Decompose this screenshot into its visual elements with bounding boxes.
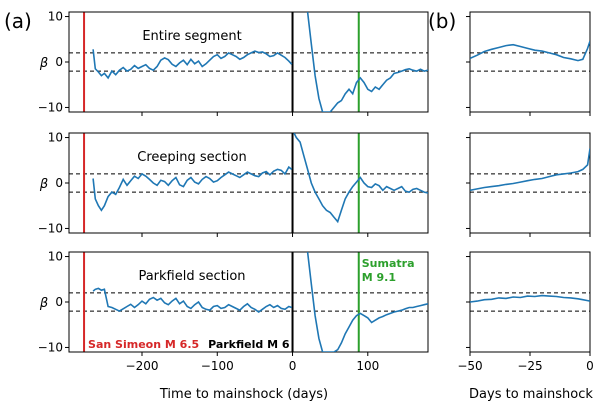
y-tick-label: −10 [38, 221, 63, 235]
row-2: −10 0 10 β Creeping section [38, 131, 591, 237]
san-simeon-label: San Simeon M 6.5 [88, 338, 199, 351]
row-3: −10 0 10 β Parkfield section [38, 250, 591, 356]
parkfield-label: Parkfield M 6 [208, 338, 290, 351]
x-axis-label-right: Days to mainshock [469, 387, 593, 402]
x-tick-label: 0 [289, 359, 297, 373]
y-axis-label: β [39, 177, 48, 192]
axes-frame-right [469, 11, 591, 113]
y-tick-label: 0 [55, 55, 63, 69]
sumatra-label-line1: Sumatra [362, 257, 415, 270]
axes-frame-right [469, 251, 591, 353]
x-tick-label-right: −50 [457, 359, 482, 373]
x-axis-label-left: Time to mainshock (days) [159, 387, 328, 402]
series-zoom [470, 148, 590, 192]
sumatra-label-line2: M 9.1 [362, 271, 396, 284]
y-tick-label: 10 [48, 131, 63, 145]
x-tick-label-right: −25 [517, 359, 542, 373]
y-tick-label: 0 [55, 176, 63, 190]
panel-label-b: (b) [428, 9, 456, 33]
series-pre-mainshock [92, 165, 293, 212]
series-zoom [470, 40, 590, 62]
axes-frame-left [68, 132, 429, 234]
y-tick-label: 0 [55, 295, 63, 309]
y-axis-label: β [39, 56, 48, 71]
x-tick-label-right: 0 [586, 359, 594, 373]
series-post-mainshock [306, 252, 428, 352]
x-tick-label: 100 [356, 359, 379, 373]
y-tick-label: −10 [38, 340, 63, 354]
axes-frame-right [469, 132, 591, 234]
y-tick-label: −10 [38, 100, 63, 114]
x-tick-label: −100 [201, 359, 234, 373]
axes-frame-left [68, 11, 429, 113]
series-pre-mainshock [92, 49, 293, 80]
panel-title: Creeping section [137, 150, 246, 165]
panel-title: Entire segment [142, 29, 241, 44]
series-zoom [470, 294, 590, 303]
series-post-mainshock [306, 12, 428, 112]
y-axis-label: β [39, 296, 48, 311]
series-pre-mainshock [92, 287, 293, 313]
panel-label-a: (a) [4, 9, 32, 33]
series-post-mainshock [293, 133, 428, 224]
x-tick-label: −200 [126, 359, 159, 373]
y-tick-label: 10 [48, 10, 63, 24]
y-tick-label: 10 [48, 250, 63, 264]
panel-title: Parkfield section [138, 269, 245, 284]
